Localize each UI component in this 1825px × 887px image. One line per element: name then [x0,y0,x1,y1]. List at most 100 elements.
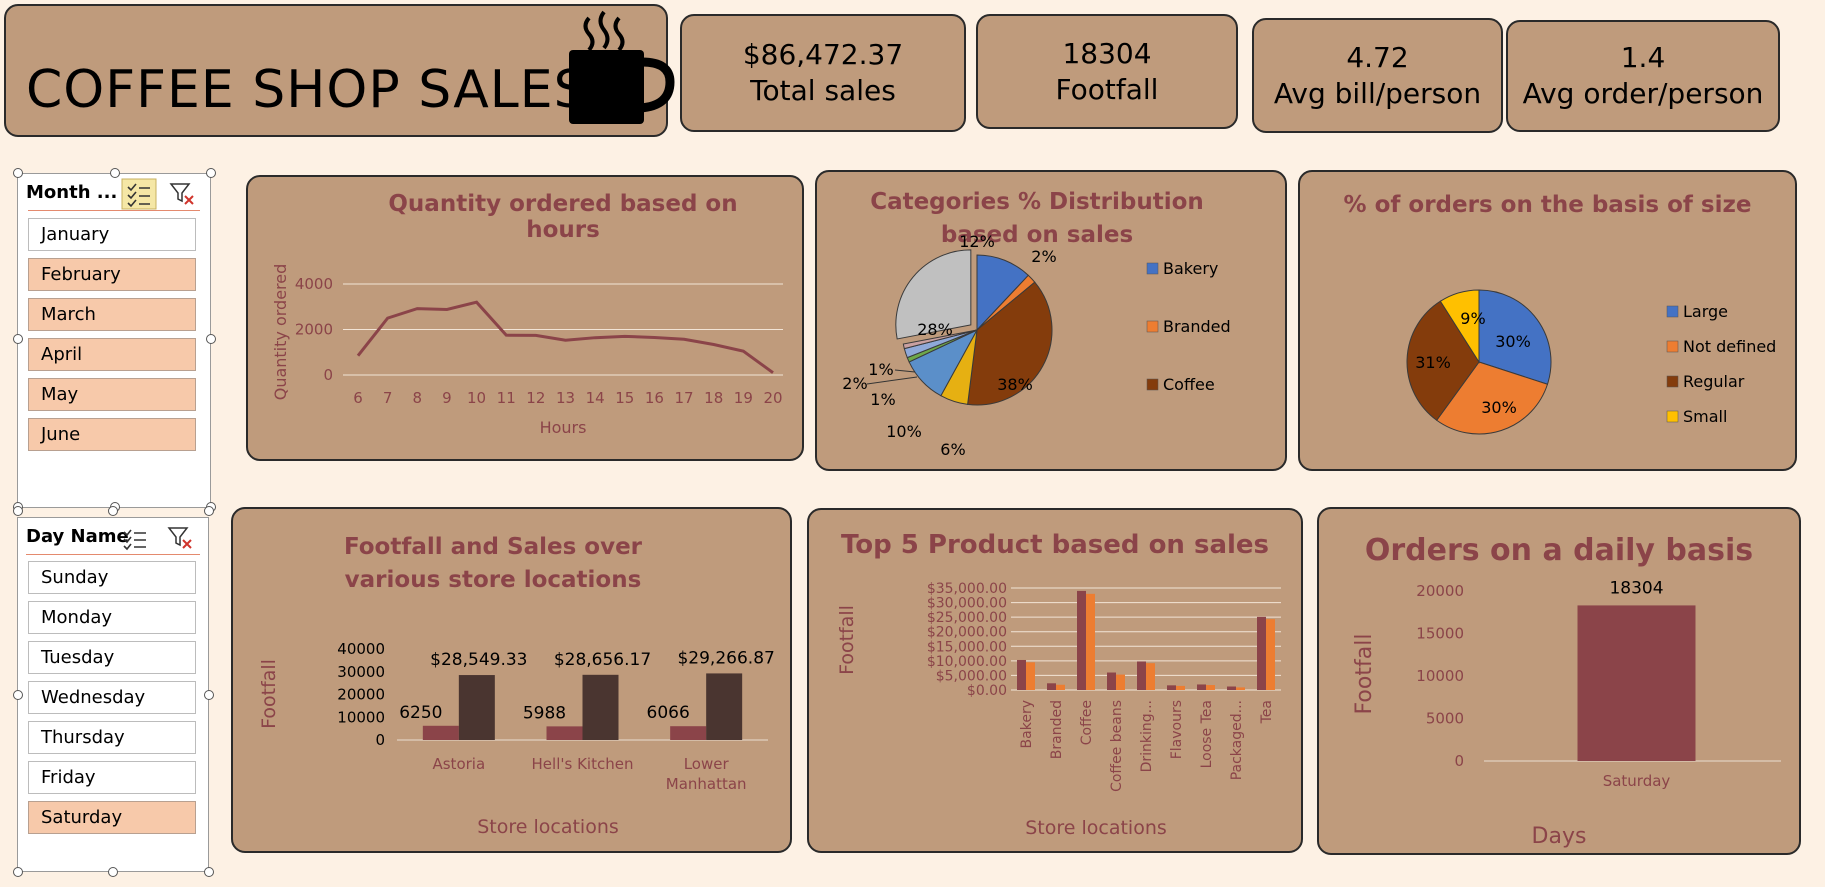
slicer-item-wednesday[interactable]: Wednesday [28,681,196,714]
slicer-item-may[interactable]: May [28,378,196,411]
x-axis-title: Store locations [1025,817,1167,839]
bar [706,673,743,740]
bar [422,725,459,740]
resize-handle[interactable] [204,506,214,516]
slicer-item-sunday[interactable]: Sunday [28,561,196,594]
x-tick-label: Bakery [1019,700,1035,748]
daily-bar-chart: 0 5000 10000 15000 20000 18304 Saturday Days Foo… [1352,578,1781,849]
bar [546,726,583,740]
x-tick-label: Coffee [1079,700,1095,745]
products-bar-chart: $0.00$5,000.00$10,000.00$15,000.00$20,00… [836,581,1281,839]
x-tick-label: Tea [1259,700,1275,724]
bar [1137,661,1146,690]
slicer-item-friday[interactable]: Friday [28,761,196,794]
bar [1206,685,1215,690]
resize-handle[interactable] [206,334,216,344]
bar [1026,662,1035,690]
y-tick-label: 10000 [1416,667,1464,685]
bar [1107,672,1116,690]
y-tick-label: 20000 [337,686,385,704]
resize-handle[interactable] [108,867,118,877]
y-axis-title: Footfall [1352,634,1377,715]
y-axis-title: Footfall [258,659,280,729]
day-slicer[interactable]: Day Name Sunday Monday Tuesday Wednesday… [17,517,209,872]
month-slicer-title: Month ... [26,182,118,203]
chart-title: Orders on a daily basis [1364,533,1754,568]
data-label: 10% [886,422,922,441]
legend-swatch [1666,305,1679,318]
slicer-item-june[interactable]: June [28,418,196,451]
bar [1266,619,1275,690]
leader-line [894,369,916,373]
kpi-footfall: 18304 Footfall [976,14,1238,129]
month-slicer[interactable]: Month ... January February March April M… [17,173,211,508]
multi-select-icon[interactable] [122,526,148,551]
bar [1577,605,1696,761]
y-axis-title: Footfall [836,605,858,675]
slicer-item-thursday[interactable]: Thursday [28,721,196,754]
categories-pie-chart: 12%2%38%6%10%1%2%1%28%BakeryBrandedCoffe… [842,232,1230,459]
x-tick-label: 18 [704,389,723,407]
slicer-item-february[interactable]: February [28,258,196,291]
data-label: 5988 [523,703,566,723]
clear-filter-icon[interactable] [169,182,196,206]
x-axis-title: Hours [540,418,587,437]
clear-filter-icon[interactable] [167,526,194,550]
kpi-label: Avg bill/person [1273,76,1482,110]
y-tick-label: 0 [375,731,385,749]
slicer-item-january[interactable]: January [28,218,196,251]
y-tick-label: 30000 [337,663,385,681]
x-tick-label: 12 [526,389,545,407]
resize-handle[interactable] [13,334,23,344]
y-tick-label: 40000 [337,640,385,658]
data-label: 6250 [399,703,442,723]
resize-handle[interactable] [204,690,214,700]
data-label: $28,656.17 [554,650,651,670]
slicer-item-monday[interactable]: Monday [28,601,196,634]
x-tick-label: 16 [645,389,664,407]
x-axis-title: Days [1532,824,1587,849]
chart-title: Footfall and Sales over various store lo… [343,534,643,593]
kpi-value: $86,472.37 [742,38,904,71]
slicer-item-saturday[interactable]: Saturday [28,801,196,834]
resize-handle[interactable] [206,168,216,178]
slicer-item-tuesday[interactable]: Tuesday [28,641,196,674]
resize-handle[interactable] [110,168,120,178]
x-tick-label: 19 [734,389,753,407]
legend-swatch [1146,378,1159,391]
hours-line-chart: 0 2000 4000 6 7 8 9 10 11 12 13 14 15 16 17 18 19 20 Hours… [271,264,783,437]
legend-label: Large [1683,302,1728,321]
resize-handle[interactable] [13,690,23,700]
slicer-item-april[interactable]: April [28,338,196,371]
multi-select-icon[interactable] [121,178,157,210]
locations-chart-card: Footfall and Sales over various store lo… [231,507,792,853]
resize-handle[interactable] [13,506,23,516]
resize-handle[interactable] [108,506,118,516]
x-tick-label: 7 [383,389,393,407]
resize-handle[interactable] [13,867,23,877]
legend-label: Bakery [1163,259,1218,278]
y-tick-label: $25,000.00 [927,610,1007,626]
x-tick-label: Astoria [432,755,485,773]
slicer-item-march[interactable]: March [28,298,196,331]
legend-label: Small [1683,407,1727,426]
bar [1077,590,1086,690]
series-line [356,300,774,374]
y-tick-label: 2000 [295,321,333,339]
x-tick-label: Lower [684,755,730,773]
sizes-chart-card: % of orders on the basis of size 30% 30% 3… [1298,170,1797,471]
bar [1056,684,1065,690]
y-tick-label: $5,000.00 [936,668,1007,684]
kpi-value: 4.72 [1346,40,1409,74]
resize-handle[interactable] [13,168,23,178]
y-tick-label: 10000 [337,708,385,726]
resize-handle[interactable] [204,867,214,877]
data-label: 18304 [1609,578,1663,598]
slicer-divider [28,210,200,211]
data-label: $28,549.33 [430,650,527,670]
data-label: 6066 [647,703,690,723]
kpi-label: Footfall [1055,72,1159,106]
pie-slice [967,281,1053,406]
leader-line [866,376,918,385]
chart-title: Quantity ordered based on hours [388,191,738,243]
